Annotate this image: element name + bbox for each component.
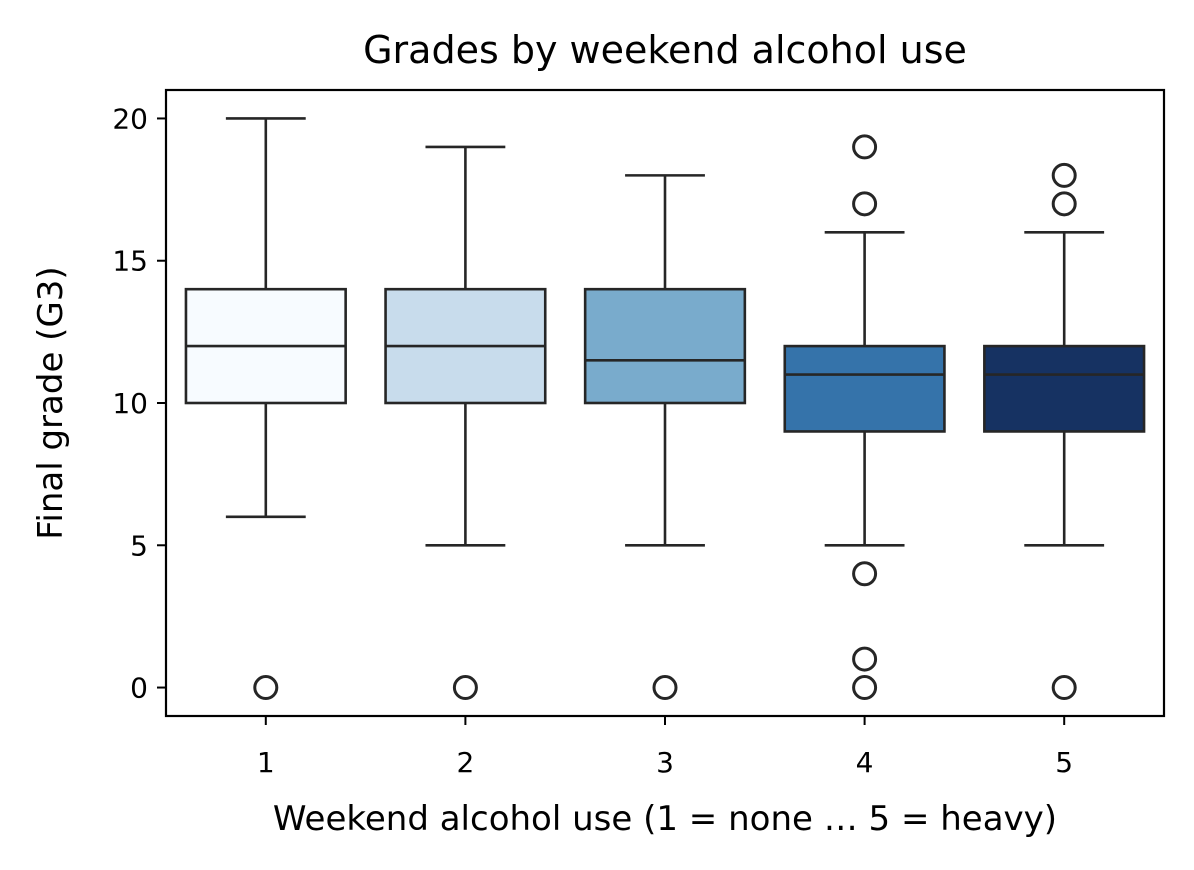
box-series bbox=[184, 117, 1146, 701]
outlier-point bbox=[452, 675, 478, 701]
x-tick-label: 2 bbox=[456, 746, 474, 779]
box-group-1 bbox=[184, 117, 347, 701]
box-group-2 bbox=[384, 145, 547, 701]
box-group-3 bbox=[583, 174, 747, 701]
x-tick-label: 5 bbox=[1055, 746, 1073, 779]
chart-title: Grades by weekend alcohol use bbox=[363, 28, 967, 72]
outlier-point bbox=[1051, 675, 1077, 701]
x-tick-label: 4 bbox=[856, 746, 874, 779]
outlier-point bbox=[852, 675, 878, 701]
box-group-5 bbox=[983, 162, 1146, 701]
y-tick-label: 0 bbox=[130, 672, 148, 705]
y-tick-label: 5 bbox=[130, 529, 148, 562]
plot-area-frame bbox=[164, 88, 1166, 718]
box-iqr bbox=[783, 344, 946, 433]
outlier-point bbox=[852, 134, 878, 160]
outlier-point bbox=[1051, 191, 1077, 217]
y-tick-label: 10 bbox=[112, 387, 148, 420]
outlier-point bbox=[652, 675, 678, 701]
x-axis-ticks: 1 2 3 4 5 bbox=[257, 716, 1073, 779]
box-group-4 bbox=[783, 134, 946, 701]
box-iqr bbox=[983, 344, 1146, 433]
outlier-point bbox=[852, 646, 878, 672]
y-axis-ticks: 0 5 10 15 20 bbox=[112, 102, 166, 705]
outlier-point bbox=[852, 561, 878, 587]
box-iqr bbox=[583, 287, 747, 405]
outlier-point bbox=[1051, 162, 1077, 188]
x-tick-label: 3 bbox=[656, 746, 674, 779]
outlier-point bbox=[253, 675, 279, 701]
y-tick-label: 20 bbox=[112, 102, 148, 135]
y-tick-label: 15 bbox=[112, 245, 148, 278]
x-axis-label: Weekend alcohol use (1 = none … 5 = heav… bbox=[273, 799, 1057, 839]
outlier-point bbox=[852, 191, 878, 217]
x-tick-label: 1 bbox=[257, 746, 275, 779]
y-axis-label: Final grade (G3) bbox=[31, 266, 71, 539]
